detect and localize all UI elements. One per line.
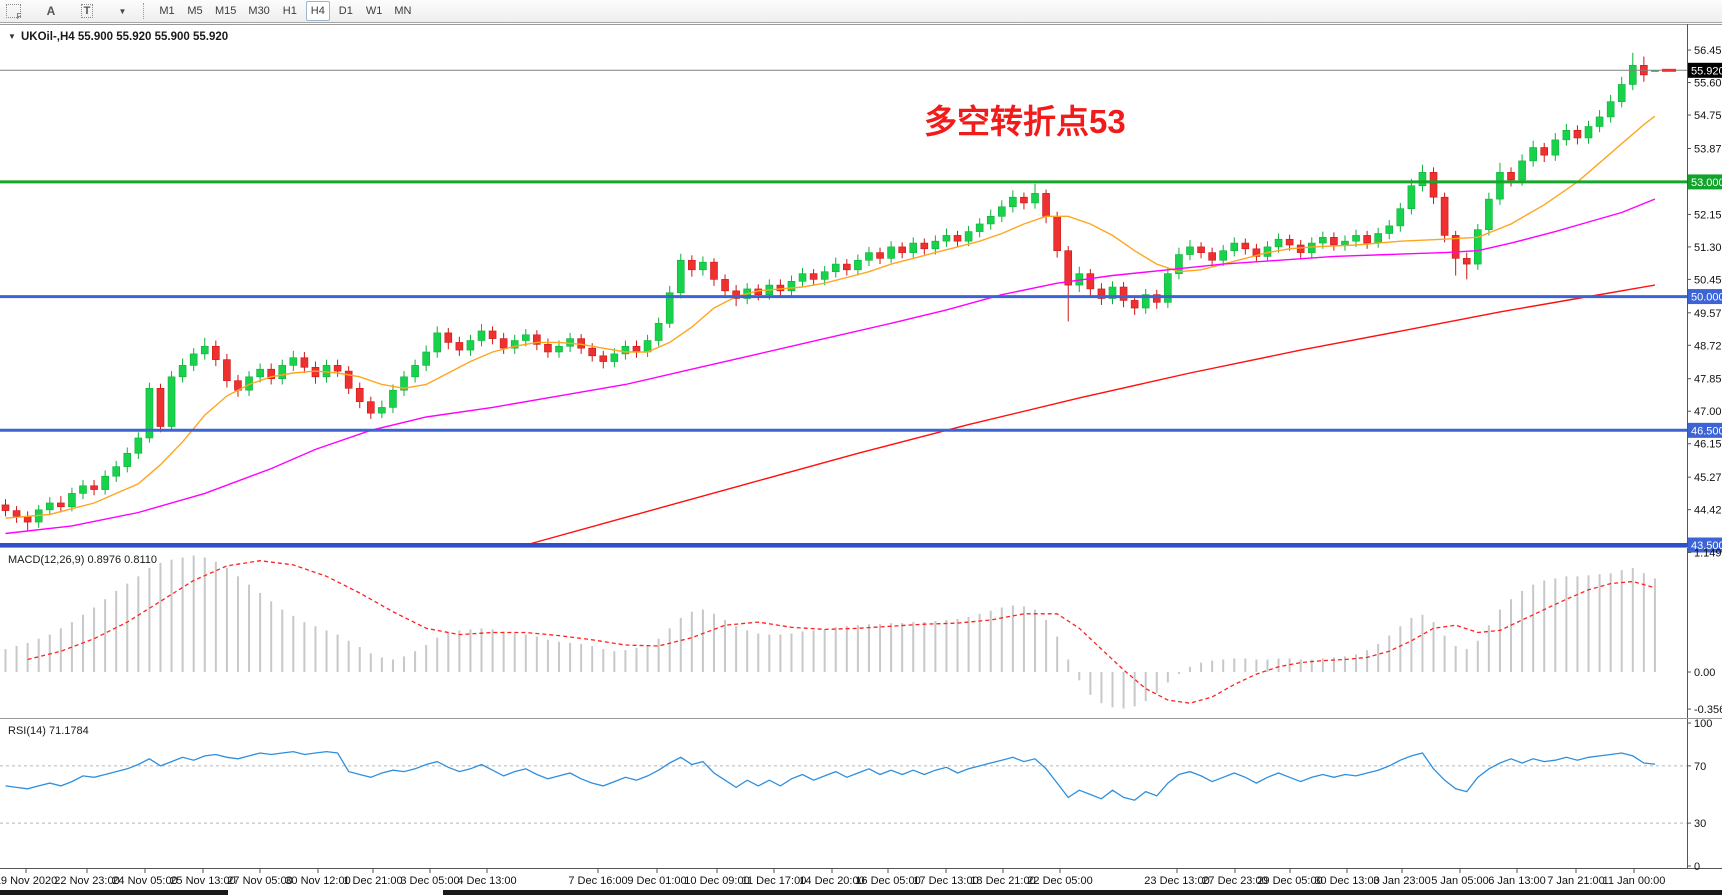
grid-tool-f-label: F — [16, 12, 22, 21]
bottom-edge-bar-right — [443, 890, 1722, 895]
bottom-edge-bar-left — [0, 890, 228, 895]
timeframe-button-d1[interactable]: D1 — [334, 1, 358, 21]
price-axis-label: 45.275 — [1694, 472, 1722, 484]
candlestick-series — [1, 52, 1659, 531]
time-axis-label: 30 Nov 12:00 — [285, 875, 350, 887]
price-axis-label: 55.600 — [1694, 78, 1722, 90]
time-axis-label: 7 Jan 21:00 — [1547, 875, 1605, 887]
timeframe-button-m30[interactable]: M30 — [244, 1, 273, 21]
rsi-panel: 100 70 30 0 — [0, 718, 1712, 873]
annotation-text[interactable]: 多空转折点53 — [924, 103, 1126, 140]
time-axis-label: 5 Jan 05:00 — [1431, 875, 1489, 887]
rsi-axis-label: 0 — [1694, 861, 1700, 873]
text-label-tool-button[interactable]: T — [75, 1, 99, 21]
toolbar: F A T ▼ M1 M5 M15 M30 H1 H4 D1 W1 MN — [0, 0, 1722, 37]
timeframe-button-m1[interactable]: M1 — [155, 1, 179, 21]
timeframe-button-mn[interactable]: MN — [390, 1, 415, 21]
chevron-down-icon: ▼ — [118, 6, 127, 16]
timeframe-button-group: M1 M5 M15 M30 H1 H4 D1 W1 MN — [155, 1, 415, 21]
time-axis-label: 9 Dec 01:00 — [627, 875, 686, 887]
macd-panel: 1.149 0.00 -0.3563 — [4, 548, 1722, 716]
price-axis-label: 49.575 — [1694, 308, 1722, 320]
macd-axis-label: 0.00 — [1694, 667, 1715, 679]
chart-title-ohlc: UKOil-,H4 55.900 55.920 55.900 55.920 — [21, 31, 228, 43]
time-axis-label: 18 Dec 21:00 — [970, 875, 1035, 887]
rsi-axis-label: 30 — [1694, 818, 1706, 830]
price-axis[interactable]: 56.450 55.600 54.750 53.875 52.150 51.300 50.4… — [1687, 45, 1722, 553]
time-axis-label: 29 Dec 05:00 — [1257, 875, 1322, 887]
price-axis-label: 48.725 — [1694, 340, 1722, 352]
time-axis-label: 16 Dec 05:00 — [855, 875, 920, 887]
time-axis-label: 22 Dec 05:00 — [1027, 875, 1092, 887]
time-axis-label: 4 Dec 13:00 — [457, 875, 516, 887]
rsi-indicator-label: RSI(14) 71.1784 — [8, 725, 89, 737]
price-axis-label: 47.850 — [1694, 374, 1722, 386]
macd-axis-label: -0.3563 — [1694, 704, 1722, 716]
time-axis-label: 23 Dec 13:00 — [1144, 875, 1209, 887]
time-axis-label: 3 Jan 23:00 — [1373, 875, 1431, 887]
rsi-line — [5, 750, 1655, 801]
time-axis-label: 25 Nov 13:00 — [170, 875, 235, 887]
ma-slow-line — [525, 284, 1656, 546]
price-axis-label: 54.750 — [1694, 110, 1722, 122]
text-tool-button[interactable]: A — [39, 1, 63, 21]
time-axis-label: 22 Nov 23:00 — [54, 875, 119, 887]
rsi-axis-label: 100 — [1694, 718, 1712, 730]
price-axis-label: 44.425 — [1694, 505, 1722, 517]
arrows-tool-button[interactable]: ▼ — [109, 1, 133, 37]
timeframe-button-h4[interactable]: H4 — [305, 1, 330, 21]
price-axis-box-50.000: 50.000 — [1691, 292, 1722, 304]
time-axis-label: 11 Dec 17:00 — [742, 875, 807, 887]
price-axis-box-55.920: 55.920 — [1691, 65, 1722, 77]
toolbar-separator — [143, 3, 145, 19]
time-axis-label: 11 Jan 00:00 — [1603, 875, 1666, 887]
price-axis-label: 50.450 — [1694, 274, 1722, 286]
ma-fast-line — [5, 115, 1656, 519]
price-axis-label: 46.150 — [1694, 439, 1722, 451]
chart-canvas[interactable]: 56.450 55.600 54.750 53.875 52.150 51.300 50.4… — [0, 23, 1722, 896]
rsi-axis-label: 70 — [1694, 761, 1706, 773]
text-label-icon: T — [80, 4, 94, 18]
ma-medium-line — [5, 198, 1656, 535]
time-axis-label: 27 Dec 23:00 — [1202, 875, 1267, 887]
grid-tool-icon: F — [5, 4, 22, 21]
chart-expand-icon[interactable]: ▼ — [8, 32, 16, 41]
price-axis-label: 56.450 — [1694, 45, 1722, 57]
time-axis-label: 19 Nov 2020 — [0, 875, 57, 887]
time-axis-label: 7 Dec 16:00 — [568, 875, 627, 887]
time-axis-label: 27 Nov 05:00 — [227, 875, 292, 887]
price-axis-label: 52.150 — [1694, 209, 1722, 221]
time-axis-label: 1 Dec 21:00 — [343, 875, 402, 887]
price-axis-label: 47.000 — [1694, 406, 1722, 418]
macd-indicator-label: MACD(12,26,9) 0.8976 0.8110 — [8, 554, 157, 566]
timeframe-button-w1[interactable]: W1 — [362, 1, 387, 21]
price-axis-label: 51.300 — [1694, 242, 1722, 254]
time-axis-label: 6 Jan 13:00 — [1488, 875, 1546, 887]
timeframe-button-m5[interactable]: M5 — [183, 1, 207, 21]
chart-background — [0, 23, 1722, 896]
timeframe-button-h1[interactable]: H1 — [278, 1, 302, 21]
price-axis-box-53.000: 53.000 — [1691, 177, 1722, 189]
time-axis-label: 30 Dec 13:00 — [1314, 875, 1379, 887]
time-axis-label: 24 Nov 05:00 — [112, 875, 177, 887]
fibonacci-grid-tool-button[interactable]: F — [1, 1, 25, 21]
price-axis-box-43.500: 43.500 — [1691, 540, 1722, 552]
price-axis-label: 53.875 — [1694, 143, 1722, 155]
timeframe-button-m15[interactable]: M15 — [211, 1, 240, 21]
time-axis-label: 14 Dec 20:00 — [799, 875, 864, 887]
time-axis-label: 10 Dec 09:00 — [684, 875, 749, 887]
price-axis-box-46.500: 46.500 — [1691, 425, 1722, 437]
text-tool-icon: A — [46, 4, 56, 18]
time-axis-label: 3 Dec 05:00 — [400, 875, 459, 887]
time-axis-label: 17 Dec 13:00 — [913, 875, 978, 887]
macd-axis-label: 1.149 — [1694, 548, 1722, 560]
